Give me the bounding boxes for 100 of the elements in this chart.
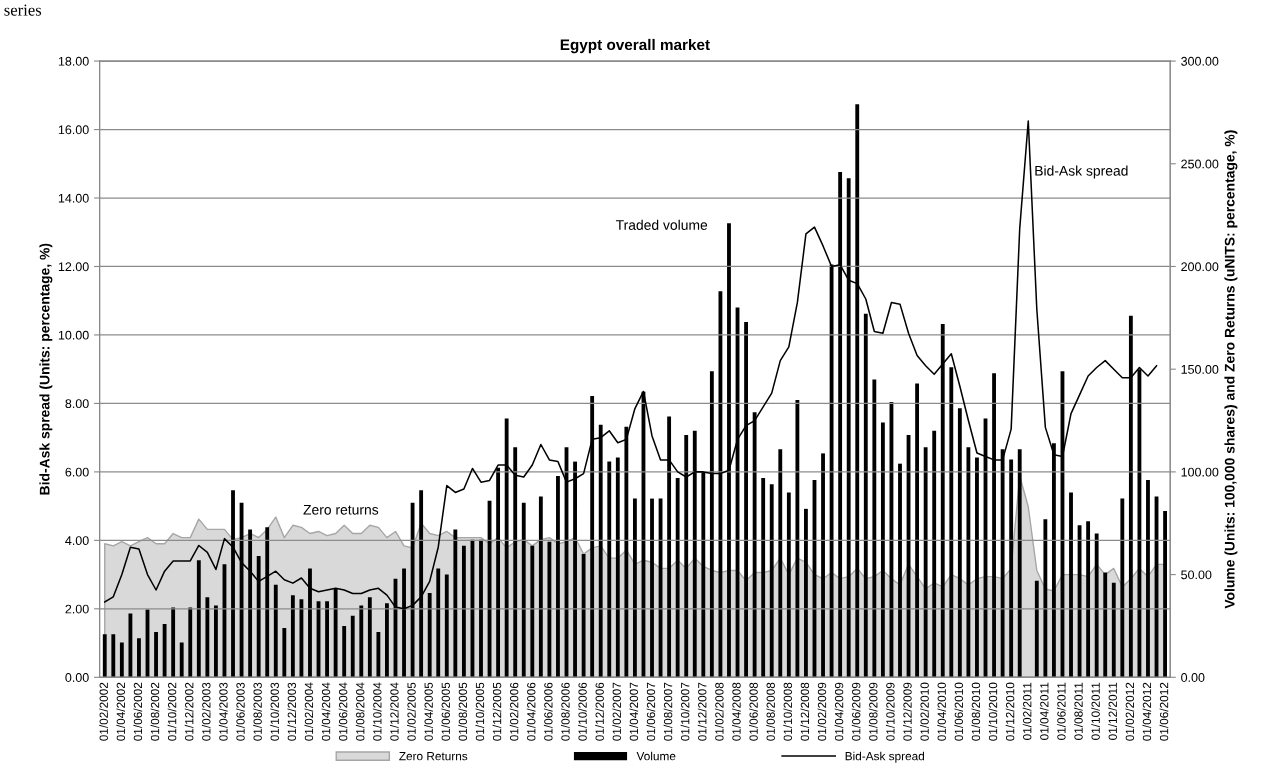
x-tick-label: 01/06/2006	[543, 682, 553, 741]
bar	[359, 605, 364, 678]
bar	[196, 560, 201, 678]
x-tick-label: 01/02/2009	[817, 682, 827, 741]
bar	[162, 623, 167, 678]
bar	[367, 597, 372, 678]
bar	[581, 554, 586, 678]
x-tick-label: 01/08/2003	[253, 682, 262, 741]
x-tick-label: 01/08/2002	[150, 682, 160, 741]
y-tick-label: 4.00	[65, 536, 89, 546]
bar	[761, 478, 766, 678]
bar	[880, 422, 885, 678]
bar	[632, 498, 637, 678]
x-tick-label: 01/08/2008	[766, 682, 775, 741]
bar	[530, 545, 535, 678]
x-tick-label: 01/02/2005	[407, 682, 416, 741]
x-tick-label: 01/04/2010	[937, 682, 946, 741]
x-tick-label: 01/08/2005	[458, 682, 468, 741]
x-tick-label: 01/04/2007	[629, 682, 639, 741]
x-tick-label: 01/08/2004	[355, 682, 365, 741]
x-tick-label: 01/06/2004	[338, 682, 348, 741]
y-tick-label: 6.00	[65, 467, 89, 477]
bar	[137, 638, 141, 678]
bar	[171, 607, 176, 678]
annotation: Bid-Ask spread	[1035, 165, 1128, 179]
y-tick-label: 2.00	[65, 604, 89, 614]
bar	[975, 457, 979, 678]
annotation: Traded volume	[615, 219, 708, 230]
y2-tick-label: 150.00	[1181, 364, 1219, 374]
bar	[804, 508, 808, 678]
x-tick-label: 01/06/2010	[954, 682, 964, 741]
x-tick-label: 01/02/2004	[304, 682, 314, 741]
bar	[1103, 572, 1108, 678]
chart-title: Egypt overall market	[560, 38, 710, 54]
x-tick-label: 01/10/2008	[783, 682, 792, 741]
x-tick-label: 01/04/2006	[526, 682, 536, 741]
bar	[436, 568, 441, 678]
x-tick-label: 01/12/2003	[287, 682, 297, 741]
x-tick-label: 01/12/2004	[389, 682, 399, 741]
x-tick-label: 01/04/2009	[834, 682, 844, 741]
y2-tick-label: 300.00	[1181, 56, 1219, 66]
annotation: Zero returns	[303, 504, 379, 515]
x-tick-label: 01/10/2011	[1091, 682, 1100, 740]
x-tick-label: 01/04/2005	[424, 682, 433, 741]
bar	[786, 492, 791, 678]
x-tick-label: 01/06/2009	[851, 682, 861, 741]
bar	[128, 613, 133, 678]
bar	[179, 642, 184, 678]
bar	[1094, 533, 1099, 678]
x-tick-label: 01/02/2002	[99, 682, 108, 741]
x-tick-label: 01/06/2008	[749, 682, 758, 741]
bar	[923, 447, 928, 678]
x-tick-label: 01/06/2002	[133, 682, 143, 741]
bar	[521, 502, 526, 678]
x-tick-label: 01/04/2011	[1039, 682, 1049, 740]
bar	[650, 498, 654, 678]
bar	[915, 383, 920, 678]
bar	[1146, 480, 1150, 678]
bar	[957, 408, 962, 678]
y2-axis-title: Volume (Units: 100,000 shares) and Zero Returns (uNITS: percentage, %)	[1224, 130, 1238, 609]
x-tick-label: 01/04/2012	[1142, 682, 1152, 741]
bar	[795, 400, 800, 678]
x-tick-label: 01/12/2011	[1108, 682, 1117, 740]
x-tick-label: 01/06/2012	[1159, 682, 1169, 741]
x-tick-label: 01/10/2005	[475, 682, 485, 741]
x-tick-label: 01/02/2010	[920, 682, 929, 741]
x-tick-label: 01/02/2008	[714, 682, 724, 741]
bar	[479, 539, 483, 678]
x-tick-label: 01/12/2006	[595, 682, 604, 741]
bar	[1034, 580, 1039, 678]
bar	[821, 453, 825, 678]
y-tick-label: 16.00	[58, 125, 89, 135]
bar	[342, 625, 347, 678]
bar	[769, 484, 774, 678]
y-tick-label: 8.00	[65, 399, 89, 409]
x-tick-label: 01/06/2011	[1056, 682, 1066, 740]
x-tick-label: 01/02/2003	[201, 682, 211, 741]
bar	[778, 449, 783, 678]
x-tick-label: 01/10/2003	[270, 682, 279, 741]
bar	[932, 430, 937, 678]
bar	[898, 463, 902, 678]
bar	[547, 541, 552, 678]
bar	[299, 599, 304, 678]
bar	[282, 628, 287, 678]
bar	[1069, 492, 1073, 678]
bar	[607, 461, 612, 678]
legend-label: Zero Returns	[399, 752, 468, 761]
bar	[1120, 498, 1125, 678]
x-tick-label: 01/04/2008	[732, 682, 741, 741]
x-tick-label: 01/02/2012	[1125, 682, 1135, 741]
x-tick-label: 01/04/2003	[218, 682, 228, 741]
bar	[102, 634, 107, 678]
x-tick-label: 01/10/2002	[167, 682, 177, 741]
y-axis-title: Bid-Ask spread (Units: percentage, %)	[39, 243, 53, 495]
y2-tick-label: 200.00	[1181, 262, 1219, 272]
bar	[1017, 449, 1022, 678]
bar	[205, 597, 210, 678]
bar	[290, 595, 295, 678]
bar	[111, 634, 116, 678]
x-tick-label: 01/10/2010	[988, 682, 998, 741]
